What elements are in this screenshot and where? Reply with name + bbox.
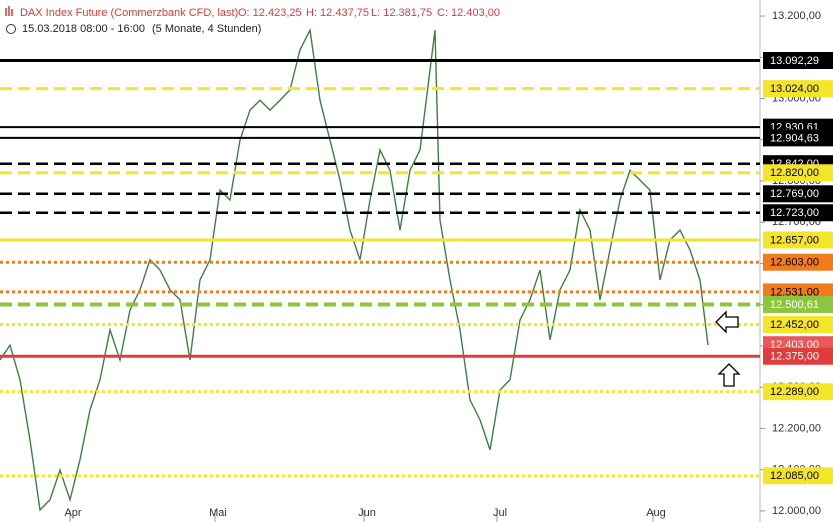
chart-icon bbox=[5, 6, 13, 16]
level-label-box bbox=[763, 383, 833, 401]
level-label: 12.375,00 bbox=[770, 351, 819, 363]
level-label-box bbox=[763, 467, 833, 485]
level-label-box bbox=[763, 51, 833, 69]
x-tick-label: Jul bbox=[493, 507, 507, 519]
x-tick-label: Jun bbox=[358, 507, 376, 519]
level-label-box bbox=[763, 164, 833, 182]
period: 15.03.2018 08:00 - 16:00 bbox=[22, 23, 145, 35]
x-tick-label: Mai bbox=[209, 507, 227, 519]
level-label-box bbox=[763, 253, 833, 271]
price-line bbox=[0, 27, 709, 512]
arrow-up bbox=[717, 363, 741, 387]
level-label-box bbox=[763, 80, 833, 98]
level-label-box bbox=[763, 185, 833, 203]
level-label: 12.452,00 bbox=[770, 319, 819, 331]
ohlc-low: L: 12.381,75 bbox=[371, 7, 432, 19]
ohlc-close: C: 12.403,00 bbox=[437, 7, 500, 19]
y-tick-label: 13.200,00 bbox=[772, 10, 821, 22]
clock-icon bbox=[6, 24, 16, 34]
x-tick-label: Aug bbox=[646, 507, 666, 519]
chart-title: DAX Index Future (Commerzbank CFD, last) bbox=[20, 7, 238, 19]
level-label: 12.657,00 bbox=[770, 234, 819, 246]
level-label: 12.289,00 bbox=[770, 386, 819, 398]
level-label: 13.024,00 bbox=[770, 83, 819, 95]
level-label-box bbox=[763, 129, 833, 147]
y-tick-label: 12.200,00 bbox=[772, 422, 821, 434]
x-tick-label: Apr bbox=[64, 507, 81, 519]
level-label-box bbox=[763, 231, 833, 249]
range-note: (5 Monate, 4 Stunden) bbox=[152, 23, 261, 35]
level-label-box bbox=[763, 315, 833, 333]
level-label: 12.904,63 bbox=[770, 132, 819, 144]
ohlc-high: H: 12.437,75 bbox=[306, 7, 369, 19]
level-label-box bbox=[763, 204, 833, 222]
level-label: 12.769,00 bbox=[770, 188, 819, 200]
y-tick-label: 12.000,00 bbox=[772, 505, 821, 517]
level-label-box bbox=[763, 347, 833, 365]
level-label: 12.500,61 bbox=[770, 299, 819, 311]
level-label: 12.820,00 bbox=[770, 167, 819, 179]
level-label-box bbox=[763, 295, 833, 313]
level-label: 12.531,00 bbox=[770, 286, 819, 298]
level-label: 12.723,00 bbox=[770, 207, 819, 219]
level-label: 12.603,00 bbox=[770, 257, 819, 269]
level-label: 13.092,29 bbox=[770, 55, 819, 67]
arrow-left bbox=[715, 310, 739, 334]
level-label: 12.085,00 bbox=[770, 470, 819, 482]
header: DAX Index Future (Commerzbank CFD, last)… bbox=[5, 6, 500, 35]
ohlc-open: O: 12.423,25 bbox=[238, 7, 302, 19]
